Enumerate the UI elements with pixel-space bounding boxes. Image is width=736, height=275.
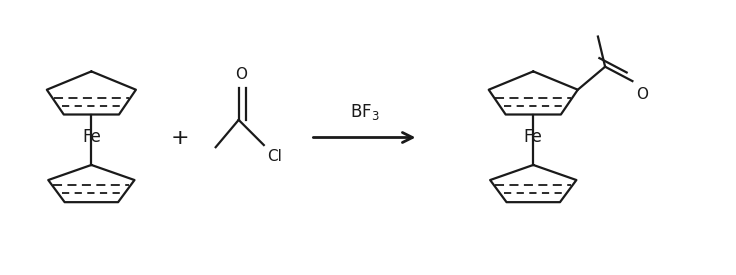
Text: Cl: Cl [266,148,282,164]
Text: O: O [236,67,247,82]
Text: Fe: Fe [524,128,542,147]
Text: Fe: Fe [82,128,101,147]
Text: BF$_3$: BF$_3$ [350,102,379,122]
Text: O: O [636,87,648,102]
Text: +: + [171,128,189,147]
